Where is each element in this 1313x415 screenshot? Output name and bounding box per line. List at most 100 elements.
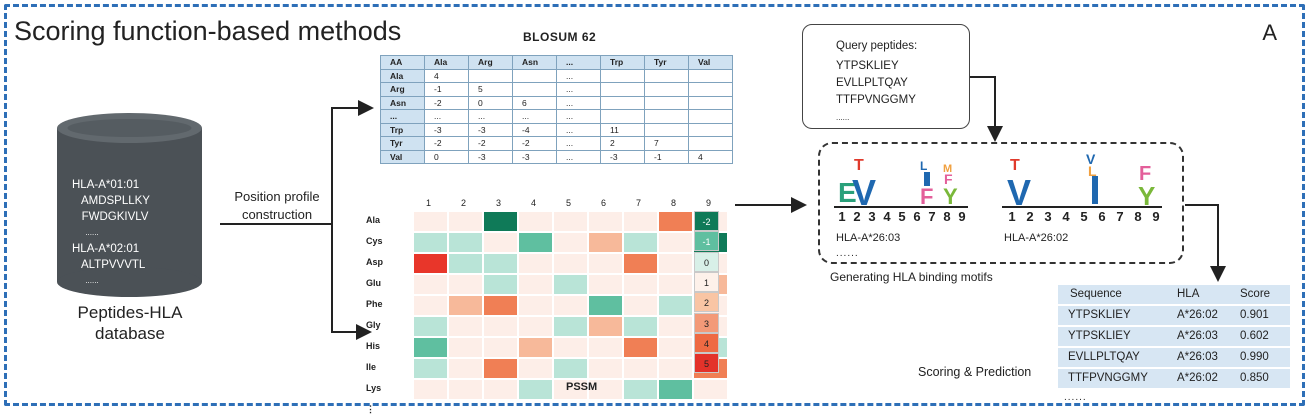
logo-letter-V2: V xyxy=(1086,151,1096,167)
blosum-row-label: Trp xyxy=(380,122,425,137)
arrow-label: Position profile construction xyxy=(222,188,332,224)
blosum-cell: -3 xyxy=(468,149,513,164)
score-caption: Scoring & Prediction xyxy=(918,365,1032,379)
pssm-cell xyxy=(553,232,588,253)
pssm-cell xyxy=(483,253,518,274)
logo-letter-E: E xyxy=(838,177,857,208)
motif1-baseline xyxy=(834,206,968,208)
score-row xyxy=(1058,369,1290,388)
blosum-row: Val 0 -3 -3... -3 -1 4 xyxy=(380,149,733,164)
motif2-position: 1 xyxy=(1008,209,1016,224)
score-value: 0.901 xyxy=(1240,309,1269,321)
pssm-cell xyxy=(623,211,658,232)
blosum-cell: -1 xyxy=(644,149,689,164)
blosum-header-cell: Val xyxy=(688,55,733,70)
query-peptides-box xyxy=(802,24,970,129)
score-hla: A*26:03 xyxy=(1177,330,1218,342)
pssm-cell xyxy=(413,337,448,358)
pssm-cell xyxy=(518,274,553,295)
motif2-label: HLA-A*26:02 xyxy=(1004,232,1069,244)
blosum-table: AA Ala Arg Asn... Trp Tyr Val Ala 4... Arg -1 5... A… xyxy=(380,55,733,164)
motif2-position: 6 xyxy=(1098,209,1106,224)
motif1-position: 1 xyxy=(838,209,846,224)
pssm-cell xyxy=(553,316,588,337)
pssm-cell xyxy=(448,337,483,358)
pssm-cell xyxy=(588,358,623,379)
pssm-column-label: 8 xyxy=(670,198,676,208)
pssm-cell xyxy=(623,379,658,400)
pssm-cell xyxy=(553,211,588,232)
database-line: ...... xyxy=(72,276,99,285)
logo-letter-M: M xyxy=(943,163,952,175)
pssm-cell xyxy=(483,379,518,400)
pssm-column-label: 6 xyxy=(600,198,606,208)
motif2-position: 5 xyxy=(1080,209,1088,224)
query-line: ...... xyxy=(836,113,850,122)
score-sequence: YTPSKLIEY xyxy=(1068,309,1131,321)
logo-letter-F: F xyxy=(920,184,933,209)
pssm-row-label: Lys xyxy=(366,383,382,393)
database-line: HLA-A*01:01 xyxy=(72,179,140,191)
pssm-cell xyxy=(413,253,448,274)
pssm-cell xyxy=(518,295,553,316)
pssm-cell xyxy=(553,379,588,400)
pssm-row-label: ⋮ xyxy=(366,404,375,414)
pssm-cell xyxy=(448,358,483,379)
pssm-cell xyxy=(483,211,518,232)
logo-letter-I xyxy=(924,172,930,186)
motif1-position: 8 xyxy=(943,209,951,224)
pssm-cell xyxy=(448,211,483,232)
score-row xyxy=(1058,348,1290,367)
pssm-cell xyxy=(588,253,623,274)
query-peptides-text: Query peptides: YTPSKLIEY EVLLPLTQAY TTF… xyxy=(836,38,917,126)
score-header-sequence: Sequence xyxy=(1070,288,1122,300)
pssm-row-label: Ile xyxy=(366,362,377,372)
pssm-row-label: Gly xyxy=(366,320,381,330)
pssm-cell xyxy=(483,337,518,358)
arrow-to-scores xyxy=(1185,204,1226,282)
pssm-cell xyxy=(658,358,693,379)
motif2-baseline xyxy=(1002,206,1162,208)
database-line: FWDGKIVLV xyxy=(72,211,149,223)
pssm-legend-cell: -2 xyxy=(694,211,719,231)
motif1-position: 7 xyxy=(928,209,936,224)
pssm-cell xyxy=(413,211,448,232)
pssm-row-label: Asp xyxy=(366,257,384,267)
motif2-position: 9 xyxy=(1152,209,1160,224)
pssm-cell xyxy=(658,295,693,316)
pssm-cell xyxy=(658,232,693,253)
pssm-cell xyxy=(448,274,483,295)
score-sequence: YTPSKLIEY xyxy=(1068,330,1131,342)
score-row xyxy=(1058,306,1290,325)
logo-letter-Y: Y xyxy=(943,184,958,209)
pssm-cell xyxy=(658,211,693,232)
pssm-row-label: Ala xyxy=(366,215,381,225)
pssm-cell xyxy=(623,295,658,316)
pssm-label: PSSM xyxy=(566,381,598,393)
score-header-score: Score xyxy=(1240,288,1271,300)
motif1-position: 5 xyxy=(898,209,906,224)
pssm-column-label: 7 xyxy=(635,198,641,208)
pssm-cell xyxy=(553,253,588,274)
motif2-position: 3 xyxy=(1044,209,1052,224)
pssm-cell xyxy=(518,337,553,358)
logo-letter-L: L xyxy=(1088,163,1097,179)
query-line: TTFPVNGGMY xyxy=(836,94,916,106)
pssm-cell xyxy=(448,316,483,337)
pssm-cell xyxy=(553,295,588,316)
pssm-cell xyxy=(623,316,658,337)
pssm-row-label: Phe xyxy=(366,299,383,309)
blosum-row: Ala 4... xyxy=(380,68,733,83)
score-header-hla: HLA xyxy=(1177,288,1200,300)
motif1-position: 2 xyxy=(853,209,861,224)
pssm-cell xyxy=(448,253,483,274)
pssm-cell xyxy=(448,379,483,400)
pssm-cell xyxy=(518,316,553,337)
score-sequence: TTFPVNGGMY xyxy=(1068,372,1148,384)
blosum-row-label: Asn xyxy=(380,95,425,110)
pssm-cell xyxy=(588,274,623,295)
database-label-line2: database xyxy=(95,324,165,343)
score-hla: A*26:02 xyxy=(1177,372,1218,384)
